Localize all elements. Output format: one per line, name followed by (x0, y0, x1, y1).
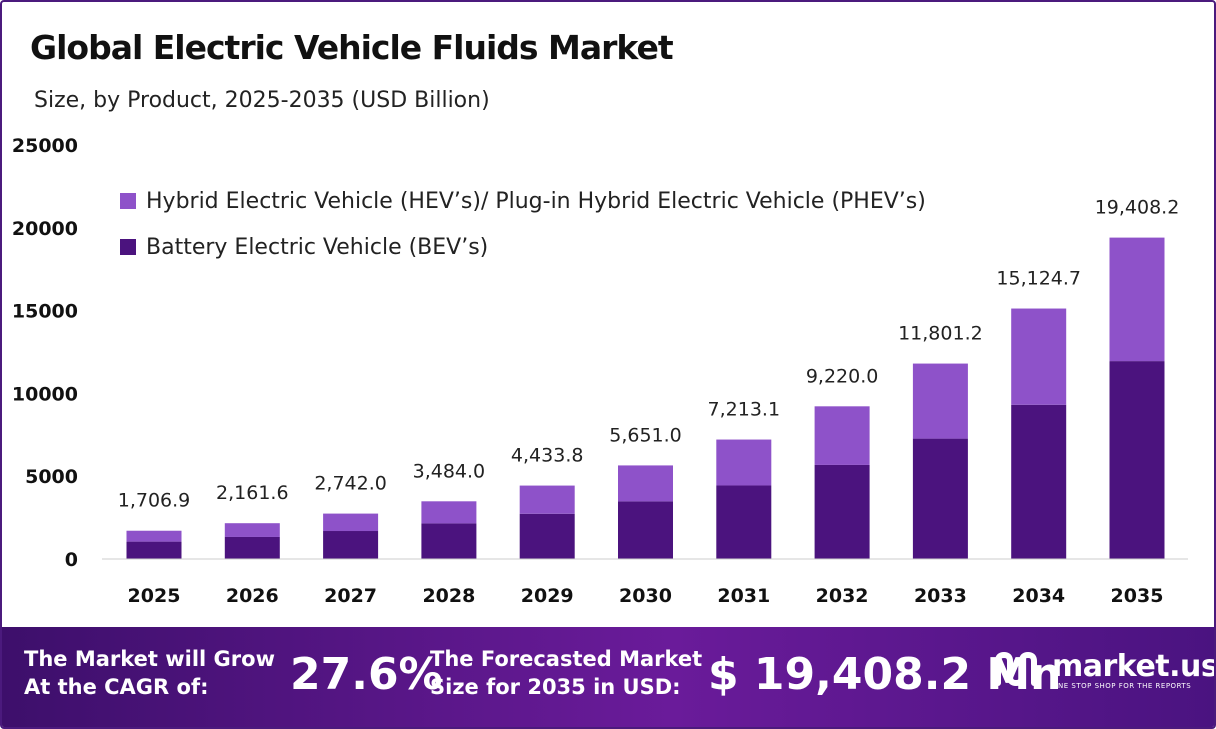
x-tick-label-2029: 2029 (521, 585, 574, 607)
legend-item-hev-phev: Hybrid Electric Vehicle (HEV’s)/ Plug-in… (120, 178, 926, 224)
total-label-group: 1,706.9 2,161.6 2,742.0 3,484.0 4,433.8 5,651… (118, 197, 1180, 512)
bar-bev-2035 (1109, 361, 1165, 559)
total-label-2029: 4,433.8 (511, 445, 584, 467)
stacked-bar-chart: 0 5000 10000 15000 20000 25000 1,706.9 2,161.6… (12, 135, 1188, 607)
bar-bev-2032 (814, 464, 870, 559)
legend-label-bev: Battery Electric Vehicle (BEV’s) (146, 234, 489, 260)
y-tick-label-3: 15000 (12, 301, 78, 323)
x-tick-label-2032: 2032 (816, 585, 869, 607)
bar-bev-2029 (519, 513, 575, 559)
total-label-2028: 3,484.0 (413, 460, 486, 482)
bar-group (126, 237, 1165, 559)
total-label-2034: 15,124.7 (996, 268, 1081, 290)
bar-bev-2034 (1011, 404, 1067, 559)
legend-item-bev: Battery Electric Vehicle (BEV’s) (120, 224, 926, 270)
bar-hev-phev-2025 (126, 530, 182, 542)
total-label-2030: 5,651.0 (609, 424, 682, 446)
bar-bev-2030 (618, 501, 673, 559)
bar-hev-phev-2027 (323, 513, 379, 532)
bar-hev-phev-2035 (1109, 237, 1165, 362)
bar-hev-phev-2030 (618, 465, 673, 502)
cagr-value: 27.6% (290, 649, 443, 700)
bar-hev-phev-2029 (519, 485, 575, 514)
y-axis: 0 5000 10000 15000 20000 25000 (12, 135, 78, 571)
y-tick-label-5: 25000 (12, 135, 78, 157)
bar-hev-phev-2026 (224, 523, 280, 537)
total-label-2025: 1,706.9 (118, 490, 191, 512)
x-tick-label-2025: 2025 (128, 585, 181, 607)
bar-hev-phev-2034 (1011, 308, 1067, 405)
logo-tagline: ONE STOP SHOP FOR THE REPORTS (1052, 681, 1192, 690)
x-axis: 2025 2026 2027 2028 2029 2030 2031 2032 2033 2034… (128, 585, 1164, 607)
bar-hev-phev-2028 (421, 501, 477, 524)
bar-bev-2028 (421, 523, 477, 559)
chart-title: Global Electric Vehicle Fluids Market (30, 28, 674, 67)
bar-hev-phev-2031 (716, 439, 772, 486)
x-tick-label-2030: 2030 (619, 585, 672, 607)
market-us-logo: market.us ONE STOP SHOP FOR THE REPORTS (992, 647, 1216, 691)
x-tick-label-2028: 2028 (422, 585, 475, 607)
bar-bev-2026 (224, 536, 280, 559)
total-label-2035: 19,408.2 (1095, 197, 1180, 219)
bar-bev-2027 (323, 531, 379, 559)
x-tick-label-2031: 2031 (717, 585, 770, 607)
y-tick-label-1: 5000 (25, 466, 78, 488)
x-tick-label-2026: 2026 (226, 585, 279, 607)
x-tick-label-2034: 2034 (1012, 585, 1065, 607)
legend-swatch-bev (120, 239, 136, 255)
x-tick-label-2027: 2027 (324, 585, 377, 607)
y-tick-label-0: 0 (65, 549, 78, 571)
chart-legend: Hybrid Electric Vehicle (HEV’s)/ Plug-in… (120, 178, 926, 270)
bar-hev-phev-2032 (814, 406, 870, 465)
footer-banner: The Market will Grow At the CAGR of: 27.… (2, 627, 1216, 727)
x-tick-label-2033: 2033 (914, 585, 967, 607)
total-label-2027: 2,742.0 (314, 473, 387, 495)
forecast-size-label: The Forecasted Market Size for 2035 in U… (430, 647, 703, 699)
bar-bev-2033 (912, 438, 968, 559)
bar-bev-2031 (716, 485, 772, 559)
bar-hev-phev-2033 (912, 363, 968, 439)
logo-name: market.us (1052, 648, 1216, 684)
total-label-2031: 7,213.1 (708, 399, 781, 421)
x-tick-label-2035: 2035 (1111, 585, 1164, 607)
bar-bev-2025 (126, 541, 182, 559)
total-label-2032: 9,220.0 (806, 365, 879, 387)
legend-swatch-hev-phev (120, 193, 136, 209)
y-tick-label-4: 20000 (12, 218, 78, 240)
total-label-2026: 2,161.6 (216, 482, 289, 504)
legend-label-hev-phev: Hybrid Electric Vehicle (HEV’s)/ Plug-in… (146, 188, 926, 214)
chart-subtitle: Size, by Product, 2025-2035 (USD Billion… (34, 88, 490, 113)
cagr-label: The Market will Grow At the CAGR of: (24, 647, 275, 699)
market-us-logo-icon (995, 652, 1037, 686)
total-label-2033: 11,801.2 (898, 323, 983, 345)
y-tick-label-2: 10000 (12, 383, 78, 405)
